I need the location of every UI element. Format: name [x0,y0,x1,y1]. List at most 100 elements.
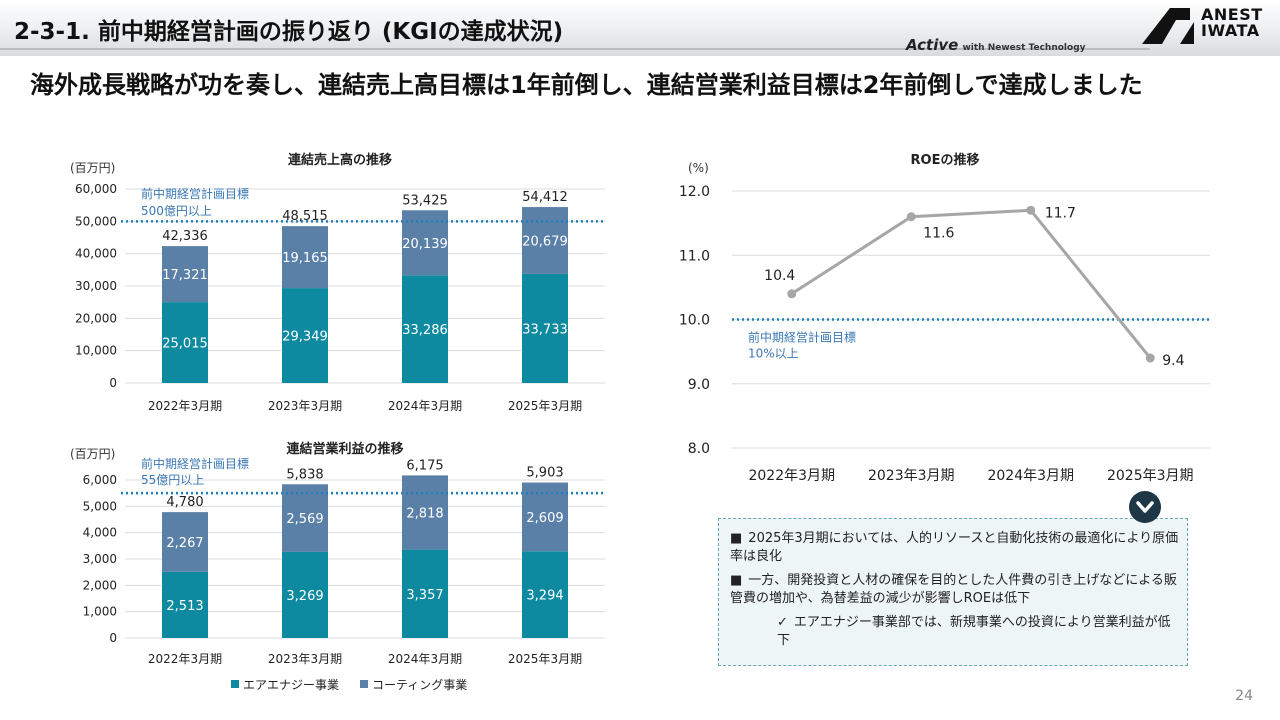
note-bullet: ■ [730,573,743,588]
data-label-total: 5,838 [286,467,323,482]
y-tick-label: 6,000 [83,473,117,487]
bar-coating [402,210,448,276]
y-tick-label: 2,000 [83,578,117,592]
category-label: 2022年3月期 [748,468,835,484]
y-tick-label: 5,000 [83,499,117,513]
data-label-air-energy: 29,349 [282,330,328,345]
y-tick-label: 10,000 [75,344,117,358]
data-label-total: 4,780 [166,495,203,510]
category-label: 2023年3月期 [268,652,342,666]
page-title: 2-3-1. 前中期経営計画の振り返り (KGIの達成状況) [14,19,564,45]
bar-coating [162,246,208,303]
category-label: 2024年3月期 [388,399,462,413]
target-label: 前中期経営計画目標 [748,330,856,345]
data-label-air-energy: 25,015 [162,337,208,352]
tagline-brand: Active [906,36,959,54]
roe-data-label: 9.4 [1162,353,1184,369]
y-tick-label: 30,000 [75,279,117,293]
page-number: 24 [1235,688,1253,704]
note-text: 2025年3月期においては、人的リソースと自動化技術の最適化により原価率は良化 [730,531,1179,564]
note-bullet: ■ [730,531,743,546]
roe-data-label: 11.6 [923,226,954,242]
note-check: ✓ [777,615,788,630]
y-tick-label: 9.0 [688,377,710,393]
bar-air-energy [162,302,208,383]
y-tick-label: 8.0 [688,441,710,457]
category-label: 2025年3月期 [508,652,582,666]
data-label-coating: 2,609 [526,511,563,526]
bar-air-energy [402,275,448,383]
y-unit-label: (百万円) [70,161,115,175]
y-tick-label: 3,000 [83,552,117,566]
header-bar [0,0,1280,56]
roe-point [787,289,797,299]
bar-coating [282,484,328,552]
logo-line-1: ANEST [1201,5,1263,24]
chart-title: ROEの推移 [911,152,980,168]
bar-coating [522,207,568,274]
category-label: 2023年3月期 [268,399,342,413]
category-label: 2022年3月期 [148,399,222,413]
bar-coating [402,475,448,550]
y-unit-label: (百万円) [70,447,115,461]
legend-label-air-energy: エアエナジー事業 [243,678,339,692]
y-tick-label: 11.0 [679,248,710,264]
data-label-total: 42,336 [162,229,208,244]
data-label-air-energy: 33,286 [402,323,448,338]
notes-box [718,518,1188,666]
logo-line-2: IWATA [1201,21,1260,40]
company-logo [1142,8,1194,44]
note-text: 一方、開発投資と人材の確保を目的とした人件費の引き上げなどによる販管費の増加や、… [730,573,1177,606]
y-tick-label: 1,000 [83,605,117,619]
target-value-label: 10%以上 [748,347,799,361]
bar-air-energy [162,571,208,638]
note-item-3: ✓ エアエナジー事業部では、新規事業への投資により営業利益が低下 [777,614,1177,650]
y-tick-label: 0 [109,376,117,390]
category-label: 2025年3月期 [1107,468,1194,484]
header-divider [0,48,1150,50]
y-tick-label: 20,000 [75,311,117,325]
note-item-1: ■ 2025年3月期においては、人的リソースと自動化技術の最適化により原価率は良化 [730,530,1180,566]
roe-line [790,208,1152,359]
data-label-coating: 20,139 [402,237,448,252]
roe-point [1026,205,1036,215]
chart-title: 連結売上高の推移 [288,152,392,168]
note-text: エアエナジー事業部では、新規事業への投資により営業利益が低下 [777,615,1171,648]
y-tick-label: 10.0 [679,313,710,329]
roe-point [906,212,916,222]
bar-air-energy [282,551,328,638]
data-label-air-energy: 3,269 [286,589,323,604]
bar-coating [162,512,208,572]
data-label-coating: 19,165 [282,251,328,266]
data-label-air-energy: 3,357 [406,588,443,603]
legend-swatch-coating [360,680,368,688]
bar-air-energy [402,549,448,638]
data-label-coating: 2,818 [406,506,443,521]
data-label-air-energy: 3,294 [526,589,563,604]
category-label: 2025年3月期 [508,399,582,413]
chart-title: 連結営業利益の推移 [286,441,403,457]
target-value-label: 500億円以上 [141,204,212,218]
data-label-total: 48,515 [282,209,328,224]
headline: 海外成長戦略が功を奏し、連結売上高目標は1年前倒し、連結営業利益目標は2年前倒し… [30,71,1143,99]
y-unit-label: (%) [688,161,709,175]
y-tick-label: 40,000 [75,247,117,261]
target-label: 前中期経営計画目標 [141,186,249,201]
target-label: 前中期経営計画目標 [141,456,249,471]
roe-data-label: 11.7 [1045,205,1076,221]
y-tick-label: 60,000 [75,182,117,196]
y-tick-label: 4,000 [83,526,117,540]
data-label-coating: 2,569 [286,512,323,527]
roe-chart: ROEの推移 (%) 8.0 9.0 10.0 11.0 12.0 前中期経営計画目標 10%以… [679,152,1210,484]
data-label-total: 6,175 [406,458,443,473]
chevron-down-icon [1129,491,1161,523]
bar-air-energy [282,288,328,383]
data-label-air-energy: 33,733 [522,322,568,337]
category-label: 2022年3月期 [148,652,222,666]
roe-data-label: 10.4 [764,268,795,284]
note-item-2: ■ 一方、開発投資と人材の確保を目的とした人件費の引き上げなどによる販管費の増加や… [730,572,1180,608]
y-tick-label: 50,000 [75,214,117,228]
target-value-label: 55億円以上 [141,473,204,487]
category-label: 2023年3月期 [868,468,955,484]
sales-chart: 連結売上高の推移 (百万円) 0 10,000 20,000 30,000 40,000 50… [70,152,605,413]
